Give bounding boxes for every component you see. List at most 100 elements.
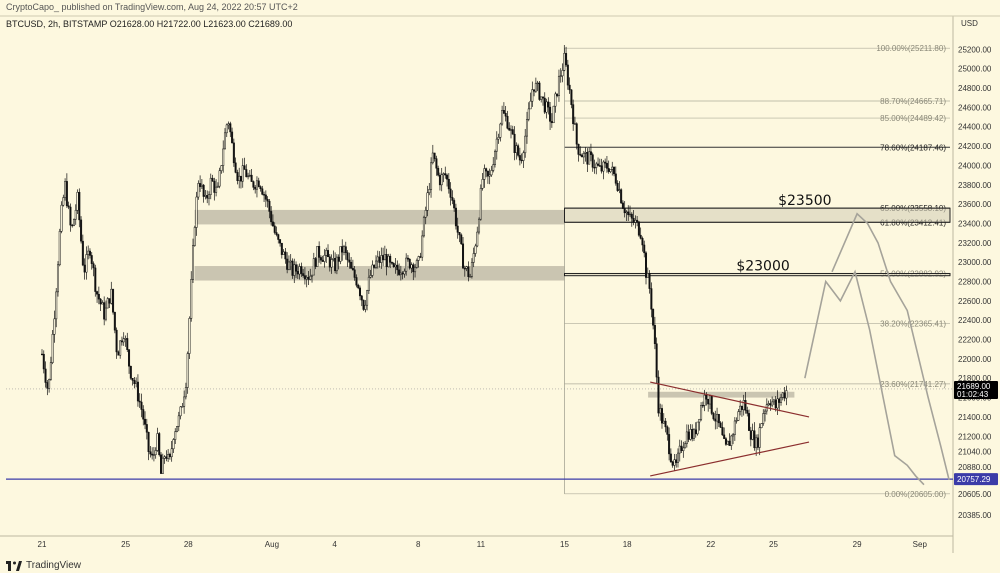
- candle-body: [403, 270, 406, 275]
- candle-body: [181, 406, 184, 408]
- candle-body: [56, 264, 59, 293]
- support-price-tag: [954, 473, 998, 486]
- candle-body: [337, 256, 340, 262]
- candle-body: [156, 433, 159, 451]
- candle-body: [613, 166, 616, 175]
- candle-body: [620, 189, 623, 204]
- candle-body: [302, 273, 305, 276]
- candle-body: [195, 196, 198, 228]
- candle-body: [449, 188, 452, 198]
- candle-body: [53, 318, 56, 335]
- time-tick-label: 11: [477, 540, 486, 549]
- candle-body: [545, 101, 548, 113]
- candle-body: [650, 288, 653, 310]
- candle-body: [717, 413, 720, 424]
- candle-body: [497, 137, 500, 140]
- candle-body: [714, 418, 717, 422]
- candle-body: [92, 263, 95, 269]
- candle-body: [184, 387, 187, 398]
- candle-body: [380, 255, 383, 263]
- candle-body: [188, 318, 191, 354]
- candle-body: [300, 266, 303, 274]
- candle-body: [565, 53, 568, 66]
- candle-body: [321, 259, 324, 262]
- candle-body: [319, 257, 322, 261]
- candle-body: [584, 152, 587, 154]
- candle-body: [209, 177, 212, 195]
- candle-body: [385, 254, 388, 268]
- candle-body: [158, 433, 161, 456]
- candle-body: [410, 264, 413, 269]
- candle-body: [726, 440, 729, 445]
- candle-body: [138, 400, 141, 403]
- candle-body: [49, 362, 52, 380]
- key-zone-0: [564, 207, 951, 223]
- candle-body: [239, 175, 242, 182]
- candle-body: [51, 334, 54, 363]
- candle-body: [103, 302, 106, 320]
- fib-label-78.60%: 78.60%(24187.46): [880, 143, 946, 152]
- candle-body: [264, 194, 267, 200]
- price-tick-label: 24200.00: [958, 142, 992, 151]
- candle-body: [287, 261, 290, 270]
- candle-body: [58, 231, 61, 266]
- current-price-label: 21689.00: [957, 382, 991, 391]
- candle-body: [509, 129, 512, 131]
- price-tick-label: 23600.00: [958, 200, 992, 209]
- candle-body: [119, 340, 122, 356]
- candle-body: [60, 204, 63, 232]
- candle-body: [513, 133, 516, 153]
- price-tick-label: 21200.00: [958, 432, 992, 441]
- candle-body: [41, 353, 43, 356]
- candle-body: [559, 75, 562, 77]
- candle-body: [357, 284, 360, 289]
- candle-body: [145, 424, 148, 433]
- candle-body: [540, 96, 543, 100]
- candle-body: [588, 151, 591, 165]
- candle-body: [254, 187, 257, 190]
- candle-body: [502, 110, 505, 114]
- candle-body: [401, 272, 404, 275]
- price-tick-label: 21800.00: [958, 374, 992, 383]
- candle-body: [367, 276, 370, 291]
- candle-body: [604, 161, 607, 164]
- candle-body: [703, 394, 706, 406]
- candle-body: [323, 255, 326, 262]
- candle-body: [446, 174, 449, 180]
- candle-body: [151, 453, 154, 456]
- candle-body: [328, 256, 331, 268]
- candle-body: [533, 89, 536, 92]
- candle-body: [421, 235, 424, 258]
- candle-body: [488, 174, 491, 177]
- candle-body: [518, 155, 521, 161]
- candle-body: [698, 418, 701, 423]
- candle-body: [577, 143, 580, 155]
- candle-body: [549, 106, 552, 122]
- candle-body: [783, 392, 786, 399]
- candle-body: [387, 255, 390, 268]
- price-tick-label: 20385.00: [958, 511, 992, 520]
- candle-body: [353, 269, 356, 278]
- candle-body: [485, 168, 488, 172]
- candle-body: [568, 84, 571, 91]
- current-price-tag: [954, 380, 998, 399]
- price-tick-label: 22200.00: [958, 336, 992, 345]
- candle-body: [106, 298, 109, 309]
- price-tick-label: 24000.00: [958, 161, 992, 170]
- candle-body: [780, 397, 783, 403]
- candle-body: [422, 217, 425, 237]
- time-tick-label: 28: [184, 540, 193, 549]
- candle-body: [263, 194, 266, 196]
- candle-body: [781, 392, 784, 398]
- candle-body: [451, 197, 454, 201]
- candle-body: [682, 447, 685, 451]
- candle-body: [637, 221, 640, 236]
- candle-body: [524, 135, 527, 154]
- candle-body: [248, 174, 251, 177]
- candle-body: [351, 268, 354, 271]
- candle-body: [268, 200, 271, 212]
- candle-body: [128, 349, 131, 367]
- candle-body: [167, 454, 170, 459]
